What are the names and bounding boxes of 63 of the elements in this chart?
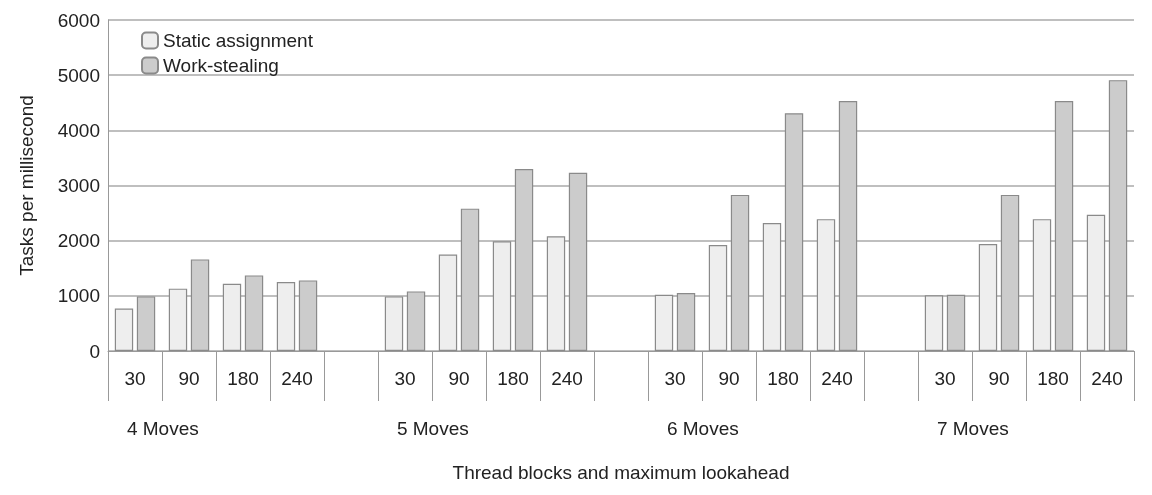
y-tick-label: 3000 bbox=[57, 175, 100, 196]
bar bbox=[978, 243, 998, 351]
bar bbox=[1000, 194, 1020, 351]
y-tick-label: 5000 bbox=[57, 64, 100, 86]
bar bbox=[492, 241, 512, 351]
y-tick-label: 6000 bbox=[57, 9, 100, 31]
x-tick-label: 240 bbox=[821, 368, 853, 389]
bar bbox=[136, 296, 156, 351]
bar bbox=[190, 259, 210, 351]
bar bbox=[514, 168, 534, 351]
x-tick-label: 30 bbox=[394, 368, 416, 389]
y-tick-label: 2000 bbox=[57, 230, 100, 252]
x-tick-label: 90 bbox=[178, 368, 200, 389]
x-tick-label: 240 bbox=[1091, 368, 1123, 389]
bar bbox=[762, 223, 782, 351]
bar bbox=[406, 291, 426, 351]
bar bbox=[1054, 101, 1074, 351]
bar bbox=[546, 236, 566, 351]
text: 6 Moves bbox=[666, 418, 739, 439]
bar bbox=[460, 208, 480, 351]
bar bbox=[730, 194, 750, 351]
bar bbox=[1086, 214, 1106, 351]
y-tick-label: 0 bbox=[89, 340, 100, 362]
bar bbox=[838, 101, 858, 351]
legend-label: Work-stealing bbox=[163, 55, 279, 76]
bar bbox=[708, 245, 728, 351]
x-tick-label: 30 bbox=[934, 368, 956, 389]
bar bbox=[114, 308, 134, 351]
bar bbox=[222, 283, 242, 351]
bar bbox=[654, 294, 674, 351]
bar bbox=[816, 219, 836, 351]
x-tick-label: 180 bbox=[227, 368, 259, 389]
x-tick-label: 180 bbox=[497, 368, 529, 389]
bar bbox=[438, 254, 458, 351]
bar bbox=[568, 172, 588, 351]
text: 4 Moves bbox=[126, 418, 199, 439]
x-tick-label: 90 bbox=[988, 368, 1010, 389]
bar bbox=[384, 296, 404, 351]
x-tick-label: 90 bbox=[718, 368, 740, 389]
bar bbox=[298, 280, 318, 351]
x-tick-label: 90 bbox=[448, 368, 470, 389]
x-tick-label: 240 bbox=[281, 368, 313, 389]
text: 5 Moves bbox=[396, 418, 469, 439]
bar bbox=[924, 295, 944, 351]
bar bbox=[1108, 80, 1128, 351]
text: 7 Moves bbox=[936, 418, 1009, 439]
bar bbox=[276, 282, 296, 351]
x-axis-title: Thread blocks and maximum lookahead bbox=[452, 462, 790, 483]
bar bbox=[244, 275, 264, 351]
y-tick-label: 4000 bbox=[57, 119, 100, 141]
x-tick-label: 30 bbox=[664, 368, 686, 389]
bar bbox=[1032, 219, 1052, 351]
x-tick-label: 30 bbox=[124, 368, 146, 389]
y-tick-label: 1000 bbox=[57, 285, 100, 307]
bar bbox=[168, 288, 188, 351]
legend-label: Static assignment bbox=[163, 30, 314, 51]
bar bbox=[946, 294, 966, 351]
x-tick-label: 240 bbox=[551, 368, 583, 389]
x-tick-label: 180 bbox=[1037, 368, 1069, 389]
x-tick-label: 180 bbox=[767, 368, 799, 389]
bar bbox=[676, 293, 696, 351]
y-axis-title: Tasks per millisecond bbox=[16, 95, 37, 276]
bar bbox=[784, 113, 804, 351]
